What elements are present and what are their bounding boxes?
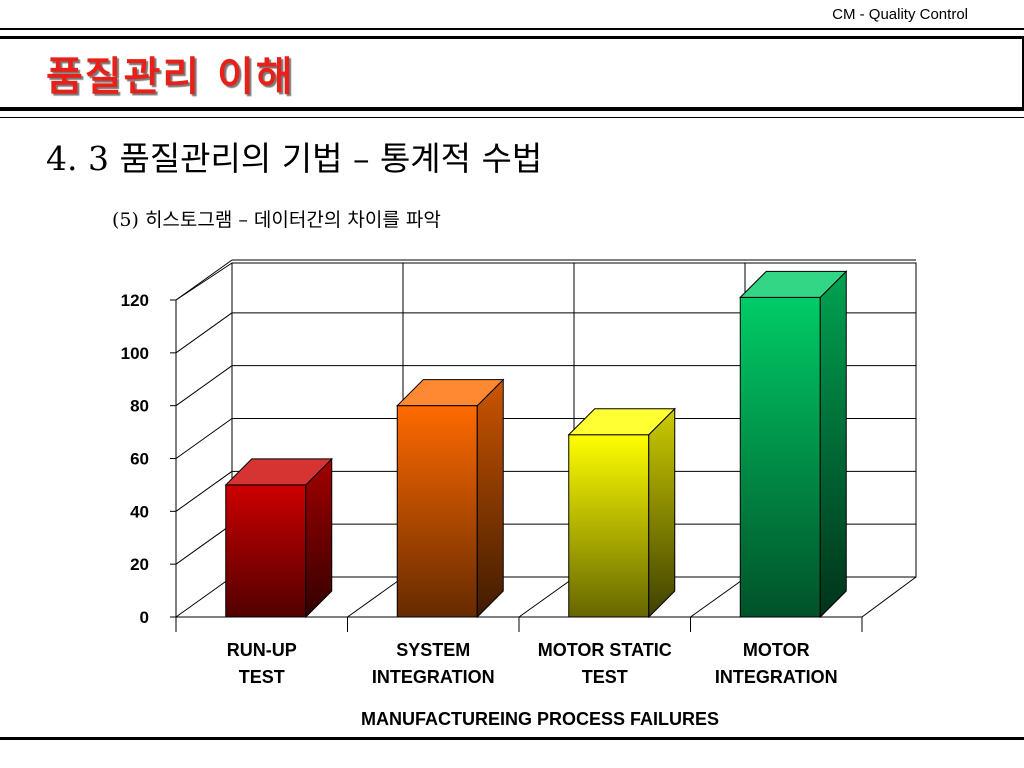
grid-diag xyxy=(175,523,233,565)
bar-side xyxy=(819,270,847,619)
chart-bars xyxy=(224,270,848,619)
bar-side xyxy=(648,407,676,619)
category-label-line: SYSTEM xyxy=(396,640,470,660)
footer-rule xyxy=(0,737,1024,740)
top-rule xyxy=(0,28,1024,30)
y-tick-label: 60 xyxy=(130,450,149,469)
bar-front xyxy=(225,484,307,618)
category-label: MOTOR STATIC TEST xyxy=(538,640,672,687)
category-label-line: INTEGRATION xyxy=(372,667,495,687)
bar-top xyxy=(224,458,333,486)
x-axis-title: MANUFACTUREING PROCESS FAILURES xyxy=(361,709,719,729)
category-label-line: TEST xyxy=(239,667,285,687)
page-title: 품질관리 이해 xyxy=(46,54,295,100)
grid-diag xyxy=(175,576,233,618)
y-tick-label: 20 xyxy=(130,555,149,574)
chart-labels: 0 20 40 60 80 100 120 RUN-UP TEST SYSTEM INTEGRATI… xyxy=(121,291,838,729)
bar-front xyxy=(568,434,650,618)
y-tick-label: 100 xyxy=(121,344,149,363)
bar-top xyxy=(739,270,848,298)
grid-diag xyxy=(175,365,233,407)
floor-right xyxy=(861,576,917,618)
category-label: RUN-UP TEST xyxy=(227,640,297,687)
title-thin-rule xyxy=(0,117,1024,118)
grid-diag xyxy=(175,259,233,301)
y-tick-label: 80 xyxy=(130,397,149,416)
category-label-line: RUN-UP xyxy=(227,640,297,660)
y-tick-label: 40 xyxy=(130,502,149,521)
y-tick-label: 120 xyxy=(121,291,149,310)
category-label-line: MOTOR xyxy=(743,640,810,660)
grid-diag xyxy=(175,418,233,459)
category-label: MOTOR INTEGRATION xyxy=(715,640,838,687)
bar xyxy=(739,270,848,619)
bar-top xyxy=(567,408,676,436)
header-label: CM - Quality Control xyxy=(832,6,968,23)
grid-diag xyxy=(175,312,233,354)
floor-divider xyxy=(518,576,576,618)
bar-front xyxy=(739,296,821,618)
bar-side xyxy=(476,378,504,619)
floor-divider xyxy=(347,576,404,618)
y-tick-label: 0 xyxy=(140,608,149,627)
floor-divider xyxy=(690,576,747,618)
category-label-line: INTEGRATION xyxy=(715,667,838,687)
grid-diag xyxy=(175,470,233,512)
bar xyxy=(567,407,676,619)
section-heading: 4. 3 품질관리의 기법 – 통계적 수법 xyxy=(46,139,543,178)
bar xyxy=(396,378,505,619)
bar-front xyxy=(396,405,478,618)
title-box xyxy=(0,36,1024,108)
title-bottom-rule xyxy=(0,107,1024,111)
title-top-rule xyxy=(0,36,1024,39)
bar-side xyxy=(305,457,333,619)
bar-top xyxy=(396,379,505,407)
bar xyxy=(224,457,333,619)
category-label-line: TEST xyxy=(582,667,628,687)
chart-subtitle: (5) 히스토그램 – 데이터간의 차이를 파악 xyxy=(112,209,441,231)
histogram-chart: 0 20 40 60 80 100 120 RUN-UP TEST SYSTEM INTEGRATI… xyxy=(121,259,917,729)
category-label: SYSTEM INTEGRATION xyxy=(372,640,495,687)
category-label-line: MOTOR STATIC xyxy=(538,640,672,660)
